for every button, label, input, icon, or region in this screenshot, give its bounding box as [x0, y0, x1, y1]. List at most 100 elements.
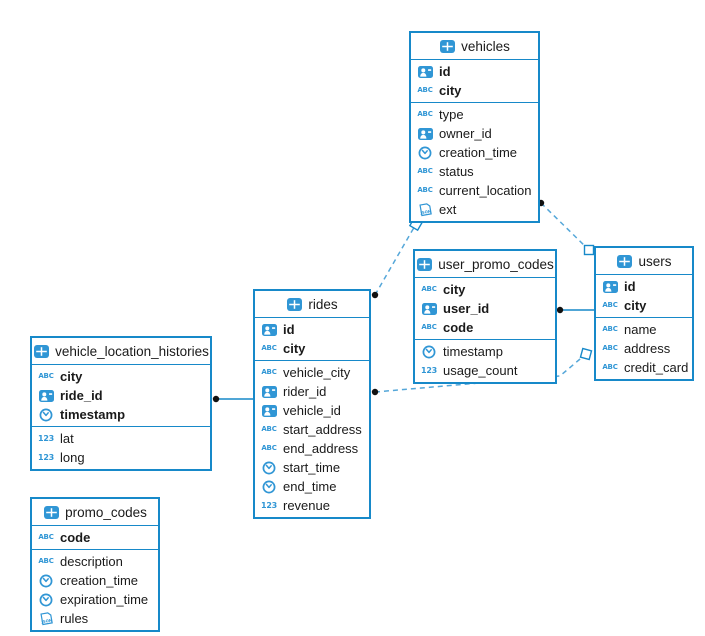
primary-key-section: ABC city ride_id timestamp: [32, 365, 210, 426]
clock-icon: [421, 345, 437, 359]
column-row-promo_codes-rules[interactable]: JSON rules: [32, 609, 158, 628]
table-vehicles[interactable]: vehicles id ABC city ABC type owner_id creation…: [409, 31, 540, 223]
column-label: city: [283, 341, 306, 356]
column-row-vehicles-type[interactable]: ABC type: [411, 105, 538, 124]
clock-icon: [261, 461, 277, 475]
relationship-diamond-marker: [583, 244, 595, 256]
clock-icon: [38, 574, 54, 588]
column-label: timestamp: [443, 344, 503, 359]
column-row-users-name[interactable]: ABC name: [596, 320, 692, 339]
column-label: credit_card: [624, 360, 689, 375]
column-row-rides-revenue[interactable]: 123 revenue: [255, 496, 369, 515]
column-row-vehicles-id[interactable]: id: [411, 62, 538, 81]
table-header-rides[interactable]: rides: [255, 291, 369, 318]
column-row-promo_codes-creation_time[interactable]: creation_time: [32, 571, 158, 590]
column-row-vehicle_location_histories-lat[interactable]: 123 lat: [32, 429, 210, 448]
abc-icon: ABC: [602, 344, 618, 352]
column-row-users-credit_card[interactable]: ABC credit_card: [596, 358, 692, 377]
table-icon: [286, 297, 302, 311]
column-row-rides-start_time[interactable]: start_time: [255, 458, 369, 477]
column-row-user_promo_codes-city[interactable]: ABC city: [415, 280, 555, 299]
table-header-vehicles[interactable]: vehicles: [411, 33, 538, 60]
table-users[interactable]: users id ABC city ABC name ABC address ABC credit…: [594, 246, 694, 381]
column-label: code: [443, 320, 474, 335]
column-row-promo_codes-expiration_time[interactable]: expiration_time: [32, 590, 158, 609]
column-label: address: [624, 341, 671, 356]
id-icon: [38, 389, 54, 402]
table-header-user_promo_codes[interactable]: user_promo_codes: [415, 251, 555, 278]
columns-section: ABC type owner_id creation_time ABC status ABC…: [411, 102, 538, 221]
abc-icon: ABC: [417, 186, 433, 194]
column-row-users-id[interactable]: id: [596, 277, 692, 296]
column-row-promo_codes-description[interactable]: ABC description: [32, 552, 158, 571]
table-header-promo_codes[interactable]: promo_codes: [32, 499, 158, 526]
abc-icon: ABC: [38, 372, 54, 380]
column-row-vehicles-creation_time[interactable]: creation_time: [411, 143, 538, 162]
abc-icon: ABC: [602, 325, 618, 333]
column-row-vehicle_location_histories-timestamp[interactable]: timestamp: [32, 405, 210, 424]
column-row-vehicle_location_histories-ride_id[interactable]: ride_id: [32, 386, 210, 405]
num-icon: 123: [260, 500, 278, 510]
column-row-vehicles-status[interactable]: ABC status: [411, 162, 538, 181]
column-row-rides-end_address[interactable]: ABC end_address: [255, 439, 369, 458]
column-label: usage_count: [443, 363, 518, 378]
table-title: users: [638, 253, 672, 269]
column-row-rides-vehicle_city[interactable]: ABC vehicle_city: [255, 363, 369, 382]
column-row-promo_codes-code[interactable]: ABC code: [32, 528, 158, 547]
column-row-user_promo_codes-timestamp[interactable]: timestamp: [415, 342, 555, 361]
column-row-rides-city[interactable]: ABC city: [255, 339, 369, 358]
column-row-rides-id[interactable]: id: [255, 320, 369, 339]
id-icon: [261, 323, 277, 336]
column-label: timestamp: [60, 407, 126, 422]
id-icon: [417, 65, 433, 78]
column-label: city: [60, 369, 83, 384]
table-user_promo_codes[interactable]: user_promo_codes ABC city user_id ABC code tim…: [413, 249, 557, 384]
relationship-line-vehicles-to-users[interactable]: [540, 202, 590, 251]
table-title: vehicle_location_histories: [55, 343, 209, 359]
column-row-rides-rider_id[interactable]: rider_id: [255, 382, 369, 401]
column-row-user_promo_codes-user_id[interactable]: user_id: [415, 299, 555, 318]
column-row-vehicles-city[interactable]: ABC city: [411, 81, 538, 100]
table-promo_codes[interactable]: promo_codes ABC code ABC description creation…: [30, 497, 160, 632]
table-icon: [616, 254, 632, 268]
column-label: type: [439, 107, 464, 122]
column-row-vehicle_location_histories-city[interactable]: ABC city: [32, 367, 210, 386]
column-label: city: [624, 298, 647, 313]
column-row-rides-start_address[interactable]: ABC start_address: [255, 420, 369, 439]
column-row-rides-vehicle_id[interactable]: vehicle_id: [255, 401, 369, 420]
abc-icon: ABC: [261, 344, 277, 352]
relationship-line-rides-to-vehicles[interactable]: [374, 223, 417, 296]
table-vehicle_location_histories[interactable]: vehicle_location_histories ABC city ride_id…: [30, 336, 212, 471]
column-row-vehicles-ext[interactable]: JSON ext: [411, 200, 538, 219]
column-label: vehicle_id: [283, 403, 341, 418]
abc-icon: ABC: [261, 425, 277, 433]
abc-icon: ABC: [38, 533, 54, 541]
column-label: lat: [60, 431, 74, 446]
column-row-rides-end_time[interactable]: end_time: [255, 477, 369, 496]
table-rides[interactable]: rides id ABC city ABC vehicle_city rider_id veh…: [253, 289, 371, 519]
column-row-vehicle_location_histories-long[interactable]: 123 long: [32, 448, 210, 467]
columns-section: 123 lat 123 long: [32, 426, 210, 469]
column-label: description: [60, 554, 123, 569]
abc-icon: ABC: [421, 285, 437, 293]
column-row-user_promo_codes-code[interactable]: ABC code: [415, 318, 555, 337]
column-row-vehicles-current_location[interactable]: ABC current_location: [411, 181, 538, 200]
id-icon: [421, 302, 437, 315]
column-label: vehicle_city: [283, 365, 351, 380]
table-header-vehicle_location_histories[interactable]: vehicle_location_histories: [32, 338, 210, 365]
abc-icon: ABC: [417, 167, 433, 175]
id-icon: [602, 280, 618, 293]
id-icon: [261, 385, 277, 398]
column-label: id: [624, 279, 636, 294]
column-row-users-address[interactable]: ABC address: [596, 339, 692, 358]
relationship-line-rides-to-users[interactable]: [374, 353, 587, 393]
column-row-user_promo_codes-usage_count[interactable]: 123 usage_count: [415, 361, 555, 380]
column-row-users-city[interactable]: ABC city: [596, 296, 692, 315]
table-header-users[interactable]: users: [596, 248, 692, 275]
column-label: ext: [439, 202, 457, 217]
clock-icon: [417, 146, 433, 160]
column-row-vehicles-owner_id[interactable]: owner_id: [411, 124, 538, 143]
relationship-dot-marker: [371, 291, 379, 299]
